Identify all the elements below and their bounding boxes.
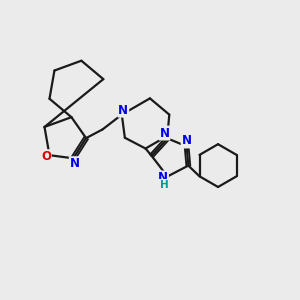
Text: H: H — [160, 180, 168, 190]
Text: N: N — [158, 171, 168, 184]
Text: N: N — [182, 134, 192, 148]
Text: O: O — [41, 150, 51, 163]
Text: N: N — [70, 157, 80, 170]
Text: N: N — [118, 104, 128, 117]
Text: N: N — [160, 127, 170, 140]
